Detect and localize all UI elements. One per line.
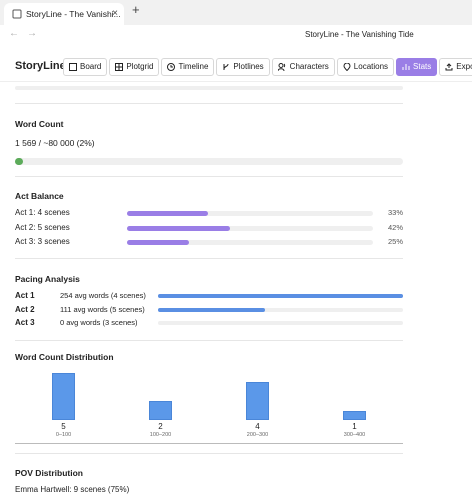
pacing-act: Act 1 xyxy=(15,291,35,300)
act-bar xyxy=(127,225,231,231)
section-title: POV Distribution xyxy=(15,468,83,478)
bin-range: 0–100 xyxy=(55,432,72,438)
act-percent: 25% xyxy=(387,237,403,246)
new-tab[interactable]: + xyxy=(132,2,140,17)
act-percent: 42% xyxy=(387,222,403,232)
tab-close[interactable]: × xyxy=(112,8,118,19)
scrolled-bar xyxy=(15,86,403,90)
page-title: StoryLine - The Vanishing Tide xyxy=(305,30,414,39)
act-label: Act 3: 3 scenes xyxy=(15,237,70,246)
pacing-track xyxy=(158,321,403,325)
nav-label: Plotgrid xyxy=(126,62,154,71)
act-percent: 33% xyxy=(387,208,403,217)
separator xyxy=(15,453,403,454)
nav-button[interactable]: Locations xyxy=(336,58,395,76)
nav-label: Timeline xyxy=(178,62,209,71)
pov-row: Emma Hartwell: 9 scenes (75%) xyxy=(15,485,130,494)
act-track xyxy=(127,240,373,245)
histogram-bar xyxy=(246,382,269,420)
pacing-label: 0 avg words (3 scenes) xyxy=(60,318,138,327)
nav-button[interactable]: Timeline xyxy=(161,58,215,76)
back-button[interactable]: ← xyxy=(9,28,19,39)
nav-label: Characters xyxy=(289,62,329,71)
browser-tab[interactable]: StoryLine - The Vanishi... × xyxy=(4,3,124,25)
act-label: Act 2: 5 scenes xyxy=(15,222,70,232)
nav: Board Plotgrid Timeline Plotlines Charac… xyxy=(63,58,472,76)
nav-button[interactable]: Characters xyxy=(271,58,335,76)
act-track xyxy=(127,211,373,216)
nav-label: Board xyxy=(80,62,102,71)
chart-baseline xyxy=(15,443,403,444)
tab-title: StoryLine - The Vanishi... xyxy=(26,9,121,19)
act-label: Act 1: 4 scenes xyxy=(15,208,70,217)
nav-button[interactable]: Plotgrid xyxy=(109,58,160,76)
bin-range: 100–200 xyxy=(149,432,172,438)
app-header: StoryLine Board Plotgrid Timeline Plotli… xyxy=(0,48,472,82)
pacing-act: Act 2 xyxy=(15,304,35,314)
histogram-bar xyxy=(52,373,75,420)
pacing-bar xyxy=(158,294,403,298)
nav-label: Stats xyxy=(413,62,432,71)
pacing-act: Act 3 xyxy=(15,318,35,327)
nav-label: Plotlines xyxy=(233,62,264,71)
bin-count: 2 xyxy=(158,422,163,431)
bin-range: 200–300 xyxy=(246,432,269,438)
separator xyxy=(15,340,403,341)
section-title: Word Count xyxy=(15,119,64,129)
progress-fill xyxy=(15,158,23,165)
section-title: Word Count Distribution xyxy=(15,352,114,362)
section-title: Pacing Analysis xyxy=(15,274,80,284)
bin-range: 300–400 xyxy=(343,432,366,438)
nav-button[interactable]: Plotlines xyxy=(216,58,270,76)
pacing-bar xyxy=(158,307,266,312)
bin-count: 4 xyxy=(255,422,260,431)
app-name: StoryLine xyxy=(15,60,66,72)
histogram-bar xyxy=(149,401,172,420)
act-bar xyxy=(127,240,189,245)
pacing-label: 111 avg words (5 scenes) xyxy=(60,304,145,314)
histogram-bar xyxy=(343,410,366,420)
pacing-track xyxy=(158,294,403,298)
forward-button[interactable]: → xyxy=(27,28,37,39)
address-bar: ← → StoryLine - The Vanishing Tide xyxy=(0,25,472,46)
nav-label: Locations xyxy=(353,62,389,71)
progress-track xyxy=(15,158,403,165)
pacing-track xyxy=(158,307,403,312)
bin-count: 5 xyxy=(61,422,66,431)
word-count-summary: 1 569 / ~80 000 (2%) xyxy=(15,138,95,148)
nav-label: Export xyxy=(456,62,472,71)
tab-icon xyxy=(12,9,22,19)
act-bar xyxy=(127,211,209,216)
nav-button[interactable]: Board xyxy=(63,58,108,76)
bin-count: 1 xyxy=(352,422,357,431)
pacing-label: 254 avg words (4 scenes) xyxy=(60,291,146,300)
separator xyxy=(15,176,403,177)
nav-button[interactable]: Export xyxy=(439,58,472,76)
separator xyxy=(15,103,403,104)
tab-bar: StoryLine - The Vanishi... × + xyxy=(0,0,472,25)
act-track xyxy=(127,225,373,231)
separator xyxy=(15,258,403,259)
section-title: Act Balance xyxy=(15,191,64,201)
nav-button[interactable]: Stats xyxy=(396,58,438,76)
